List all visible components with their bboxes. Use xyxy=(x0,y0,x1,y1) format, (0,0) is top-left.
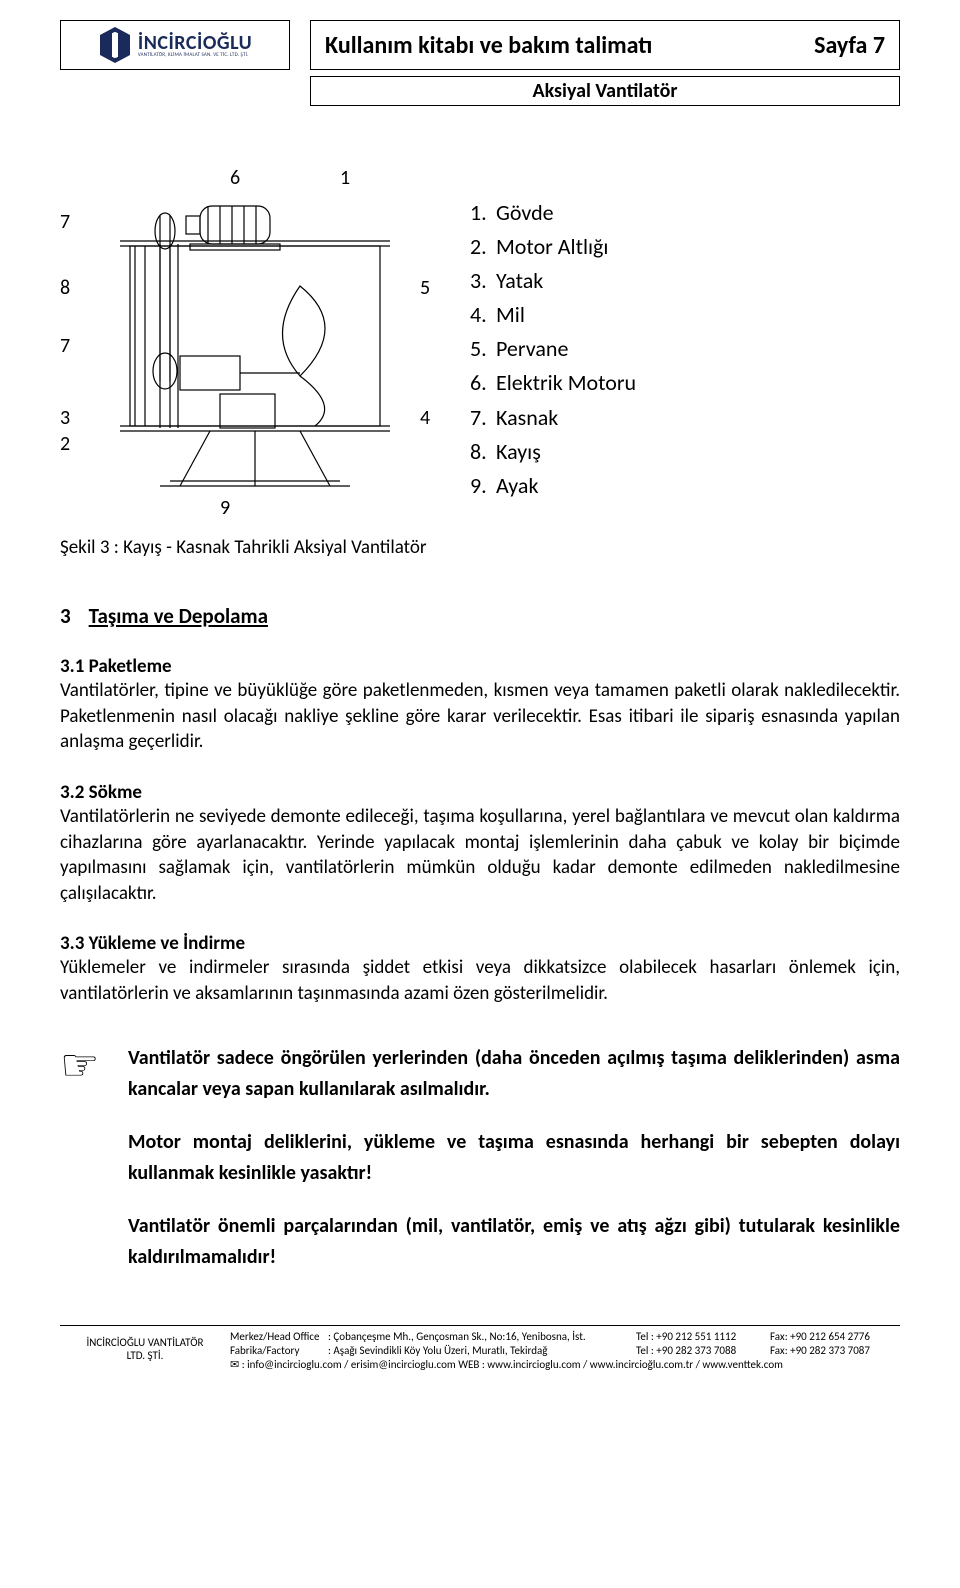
page-footer: İNCİRCİOĞLU VANTİLATÖR LTD. ŞTİ. Merkez/… xyxy=(60,1325,900,1371)
part-label: Yatak xyxy=(496,267,543,294)
callout-6: 6 xyxy=(230,166,240,190)
footer-company-1: İNCİRCİOĞLU VANTİLATÖR xyxy=(64,1336,226,1349)
part-num: 1. xyxy=(470,196,496,230)
part-num: 4. xyxy=(470,298,496,332)
section-3-2-body: Vantilatörlerin ne seviyede demonte edil… xyxy=(60,804,900,907)
part-num: 5. xyxy=(470,332,496,366)
callout-3: 3 xyxy=(60,406,70,430)
logo-cell: İNCİRCİOĞLU VANTİLATÖR, KLİMA İMALAT SAN… xyxy=(60,20,290,70)
callout-1: 1 xyxy=(340,166,350,190)
part-num: 3. xyxy=(470,264,496,298)
callout-2: 2 xyxy=(60,432,70,456)
footer-tel: Tel : +90 212 551 1112 xyxy=(636,1330,766,1343)
page-number: Sayfa 7 xyxy=(814,31,885,60)
footer-web: ✉ : info@incircioglu.com / erisim@incirc… xyxy=(230,1358,900,1371)
part-label: Elektrik Motoru xyxy=(496,369,636,396)
footer-addr: : Çobançeşme Mh., Gençosman Sk., No:16, … xyxy=(328,1330,632,1343)
callout-9: 9 xyxy=(220,496,230,520)
parts-list: 1.Gövde 2.Motor Altlığı 3.Yatak 4.Mil 5.… xyxy=(470,196,900,503)
callout-5: 5 xyxy=(420,276,430,300)
footer-tel: Tel : +90 282 373 7088 xyxy=(636,1344,766,1357)
part-label: Gövde xyxy=(496,199,554,226)
pointing-hand-icon: ☞ xyxy=(60,1043,110,1295)
part-label: Mil xyxy=(496,301,525,328)
section-3-1-body: Vantilatörler, tipine ve büyüklüğe göre … xyxy=(60,678,900,755)
logo-main-text: İNCİRCİOĞLU xyxy=(138,33,252,53)
footer-label: Merkez/Head Office xyxy=(230,1330,324,1343)
section-3-3-head: 3.3 Yükleme ve İndirme xyxy=(60,932,900,955)
part-label: Motor Altlığı xyxy=(496,233,608,260)
part-label: Kayış xyxy=(496,438,541,465)
section-number: 3 xyxy=(60,603,71,629)
section-3-1-head: 3.1 Paketleme xyxy=(60,655,900,678)
callout-7b: 7 xyxy=(60,334,70,358)
section-3-head: 3 Taşıma ve Depolama xyxy=(60,603,900,629)
footer-label: Fabrika/Factory xyxy=(230,1344,324,1357)
part-num: 7. xyxy=(470,401,496,435)
note-p1: Vantilatör sadece öngörülen yerlerinden … xyxy=(128,1043,900,1105)
figure-caption: Şekil 3 : Kayış - Kasnak Tahrikli Aksiya… xyxy=(60,536,900,559)
logo-sub-text: VANTİLATÖR, KLİMA İMALAT SAN. VE TİC. LT… xyxy=(138,53,252,58)
callout-4: 4 xyxy=(420,406,430,430)
footer-fax: Fax: +90 212 654 2776 xyxy=(770,1330,900,1343)
note-body: Vantilatör sadece öngörülen yerlerinden … xyxy=(128,1043,900,1295)
part-num: 8. xyxy=(470,435,496,469)
doc-title: Kullanım kitabı ve bakım talimatı xyxy=(325,31,652,60)
callout-8: 8 xyxy=(60,276,70,300)
note-p3: Vantilatör önemli parçalarından (mil, va… xyxy=(128,1211,900,1273)
section-title: Taşıma ve Depolama xyxy=(89,603,268,629)
footer-fax: Fax: +90 282 373 7087 xyxy=(770,1344,900,1357)
part-num: 6. xyxy=(470,366,496,400)
product-name: Aksiyal Vantilatör xyxy=(310,76,900,106)
part-num: 9. xyxy=(470,469,496,503)
part-label: Ayak xyxy=(496,472,538,499)
footer-addr: : Aşağı Sevindikli Köy Yolu Üzeri, Murat… xyxy=(328,1344,632,1357)
section-3-2-head: 3.2 Sökme xyxy=(60,781,900,804)
doc-title-cell: Kullanım kitabı ve bakım talimatı Sayfa … xyxy=(310,20,900,70)
part-label: Kasnak xyxy=(496,404,558,431)
fan-diagram: 6 1 7 8 7 3 2 5 4 9 xyxy=(60,166,440,526)
callout-7a: 7 xyxy=(60,210,70,234)
company-logo-icon xyxy=(98,25,132,65)
section-3-3-body: Yüklemeler ve indirmeler sırasında şidde… xyxy=(60,955,900,1006)
part-num: 2. xyxy=(470,230,496,264)
footer-company-2: LTD. ŞTİ. xyxy=(64,1349,226,1362)
part-label: Pervane xyxy=(496,335,568,362)
note-p2: Motor montaj deliklerini, yükleme ve taş… xyxy=(128,1127,900,1189)
